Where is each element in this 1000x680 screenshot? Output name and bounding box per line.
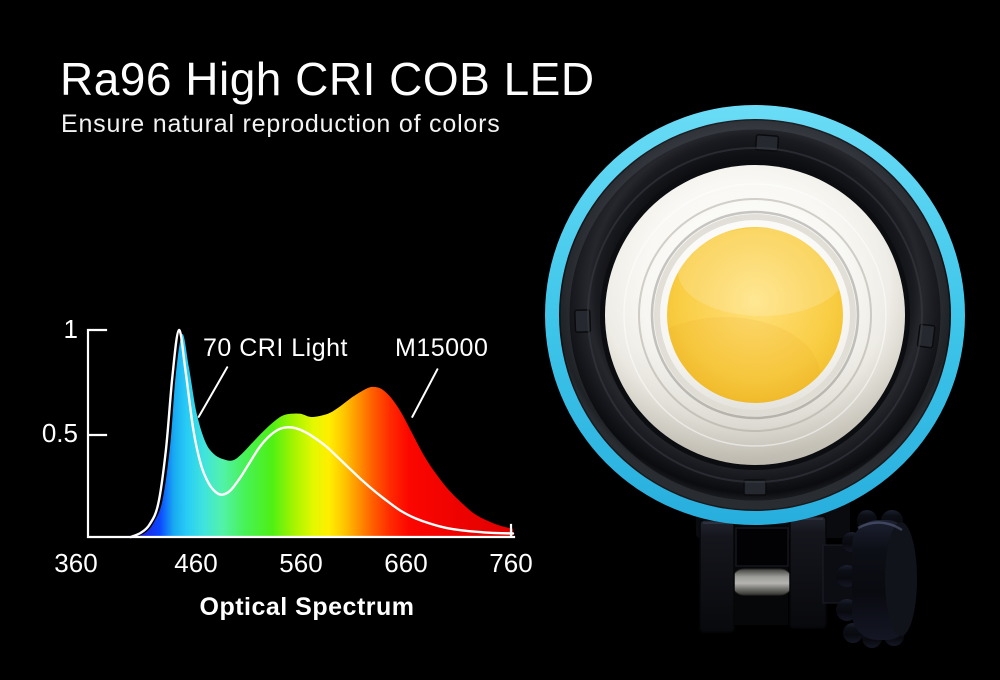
bezel-sheen: [560, 120, 950, 510]
glass-rim-shadow: [650, 210, 860, 420]
headline: Ra96 High CRI COB LED: [60, 53, 595, 105]
x-tick-label-560: 560: [279, 548, 323, 578]
cob-led-emitter: [667, 227, 843, 403]
spectrum-fill-m15000: [135, 334, 513, 537]
x-tick-label-760: 760: [489, 548, 533, 578]
knob-highlight: [857, 521, 903, 532]
x-tick-label-360: 360: [54, 548, 98, 578]
light-head: [545, 105, 965, 525]
glass-rim: [654, 214, 856, 416]
chart-caption: Optical Spectrum: [199, 593, 415, 621]
chart-axes: [86, 328, 516, 539]
locking-knob: [836, 510, 917, 648]
diffuser-ring-line-inner: [638, 198, 872, 432]
led-reflection: [678, 228, 843, 316]
annotation-leader-0: [197, 366, 229, 418]
y-tick-label-1: 1: [63, 314, 78, 344]
annotation-m15000: M15000: [395, 334, 489, 362]
bracket-window: [735, 527, 789, 567]
y-tick-label-0-5: 0.5: [41, 418, 78, 448]
subheadline: Ensure natural reproduction of colors: [61, 110, 501, 138]
spectrum-chart-canvas: [86, 328, 516, 539]
product-photo: [545, 105, 965, 648]
knob-face: [885, 522, 917, 636]
spectrum-chart: 1 0.5 360 460 560 660 760 70 CRI Light M…: [0, 300, 560, 640]
annotation-70-cri-light: 70 CRI Light: [203, 334, 348, 362]
bracket-left-plate: [699, 519, 735, 633]
diffuser-ring-line-outer: [623, 183, 887, 447]
curve-70-cri-light: [129, 328, 515, 539]
bracket-pin: [730, 568, 794, 596]
x-tick-label-460: 460: [174, 548, 218, 578]
led-lower-shade: [667, 317, 820, 403]
annotation-leader-1: [411, 368, 439, 418]
x-tick-label-660: 660: [384, 548, 428, 578]
bezel-groove: [587, 147, 923, 483]
bracket-right-plate: [789, 515, 827, 629]
